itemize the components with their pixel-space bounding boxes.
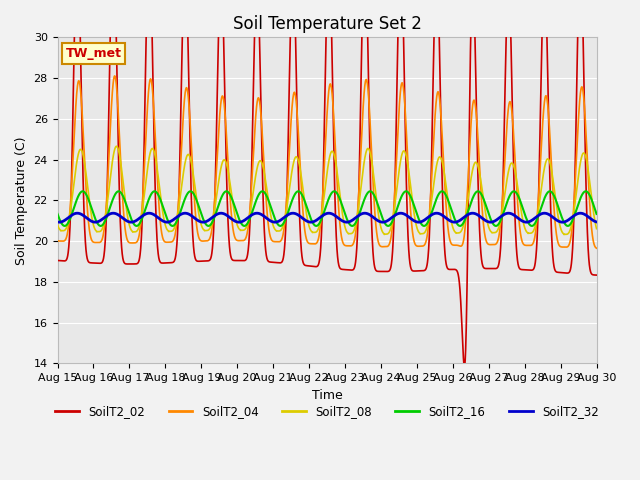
Text: TW_met: TW_met xyxy=(66,47,122,60)
Title: Soil Temperature Set 2: Soil Temperature Set 2 xyxy=(232,15,422,33)
Legend: SoilT2_02, SoilT2_04, SoilT2_08, SoilT2_16, SoilT2_32: SoilT2_02, SoilT2_04, SoilT2_08, SoilT2_… xyxy=(51,400,604,423)
X-axis label: Time: Time xyxy=(312,389,342,402)
Y-axis label: Soil Temperature (C): Soil Temperature (C) xyxy=(15,136,28,264)
